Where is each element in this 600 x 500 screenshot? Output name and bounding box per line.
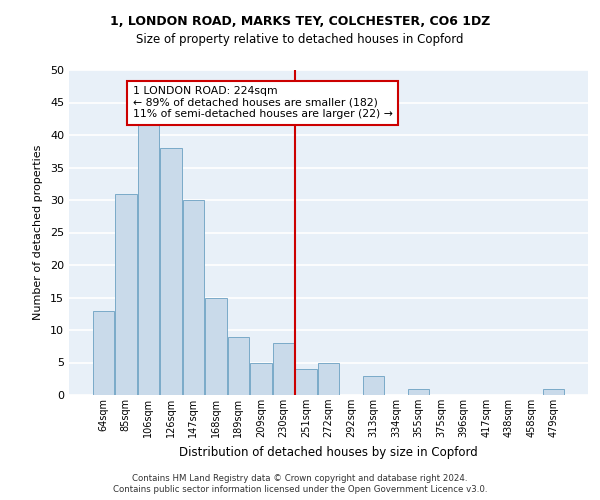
- Bar: [182, 200, 204, 395]
- Bar: [295, 369, 317, 395]
- Bar: [115, 194, 137, 395]
- Bar: [160, 148, 182, 395]
- Text: 1 LONDON ROAD: 224sqm
← 89% of detached houses are smaller (182)
11% of semi-det: 1 LONDON ROAD: 224sqm ← 89% of detached …: [133, 86, 392, 120]
- Bar: [408, 388, 429, 395]
- Bar: [92, 310, 114, 395]
- Text: Contains public sector information licensed under the Open Government Licence v3: Contains public sector information licen…: [113, 486, 487, 494]
- X-axis label: Distribution of detached houses by size in Copford: Distribution of detached houses by size …: [179, 446, 478, 458]
- Bar: [250, 362, 272, 395]
- Bar: [137, 122, 159, 395]
- Text: 1, LONDON ROAD, MARKS TEY, COLCHESTER, CO6 1DZ: 1, LONDON ROAD, MARKS TEY, COLCHESTER, C…: [110, 15, 490, 28]
- Bar: [318, 362, 339, 395]
- Y-axis label: Number of detached properties: Number of detached properties: [33, 145, 43, 320]
- Bar: [205, 298, 227, 395]
- Text: Size of property relative to detached houses in Copford: Size of property relative to detached ho…: [136, 32, 464, 46]
- Bar: [228, 336, 249, 395]
- Text: Contains HM Land Registry data © Crown copyright and database right 2024.: Contains HM Land Registry data © Crown c…: [132, 474, 468, 483]
- Bar: [363, 376, 384, 395]
- Bar: [273, 343, 294, 395]
- Bar: [543, 388, 565, 395]
